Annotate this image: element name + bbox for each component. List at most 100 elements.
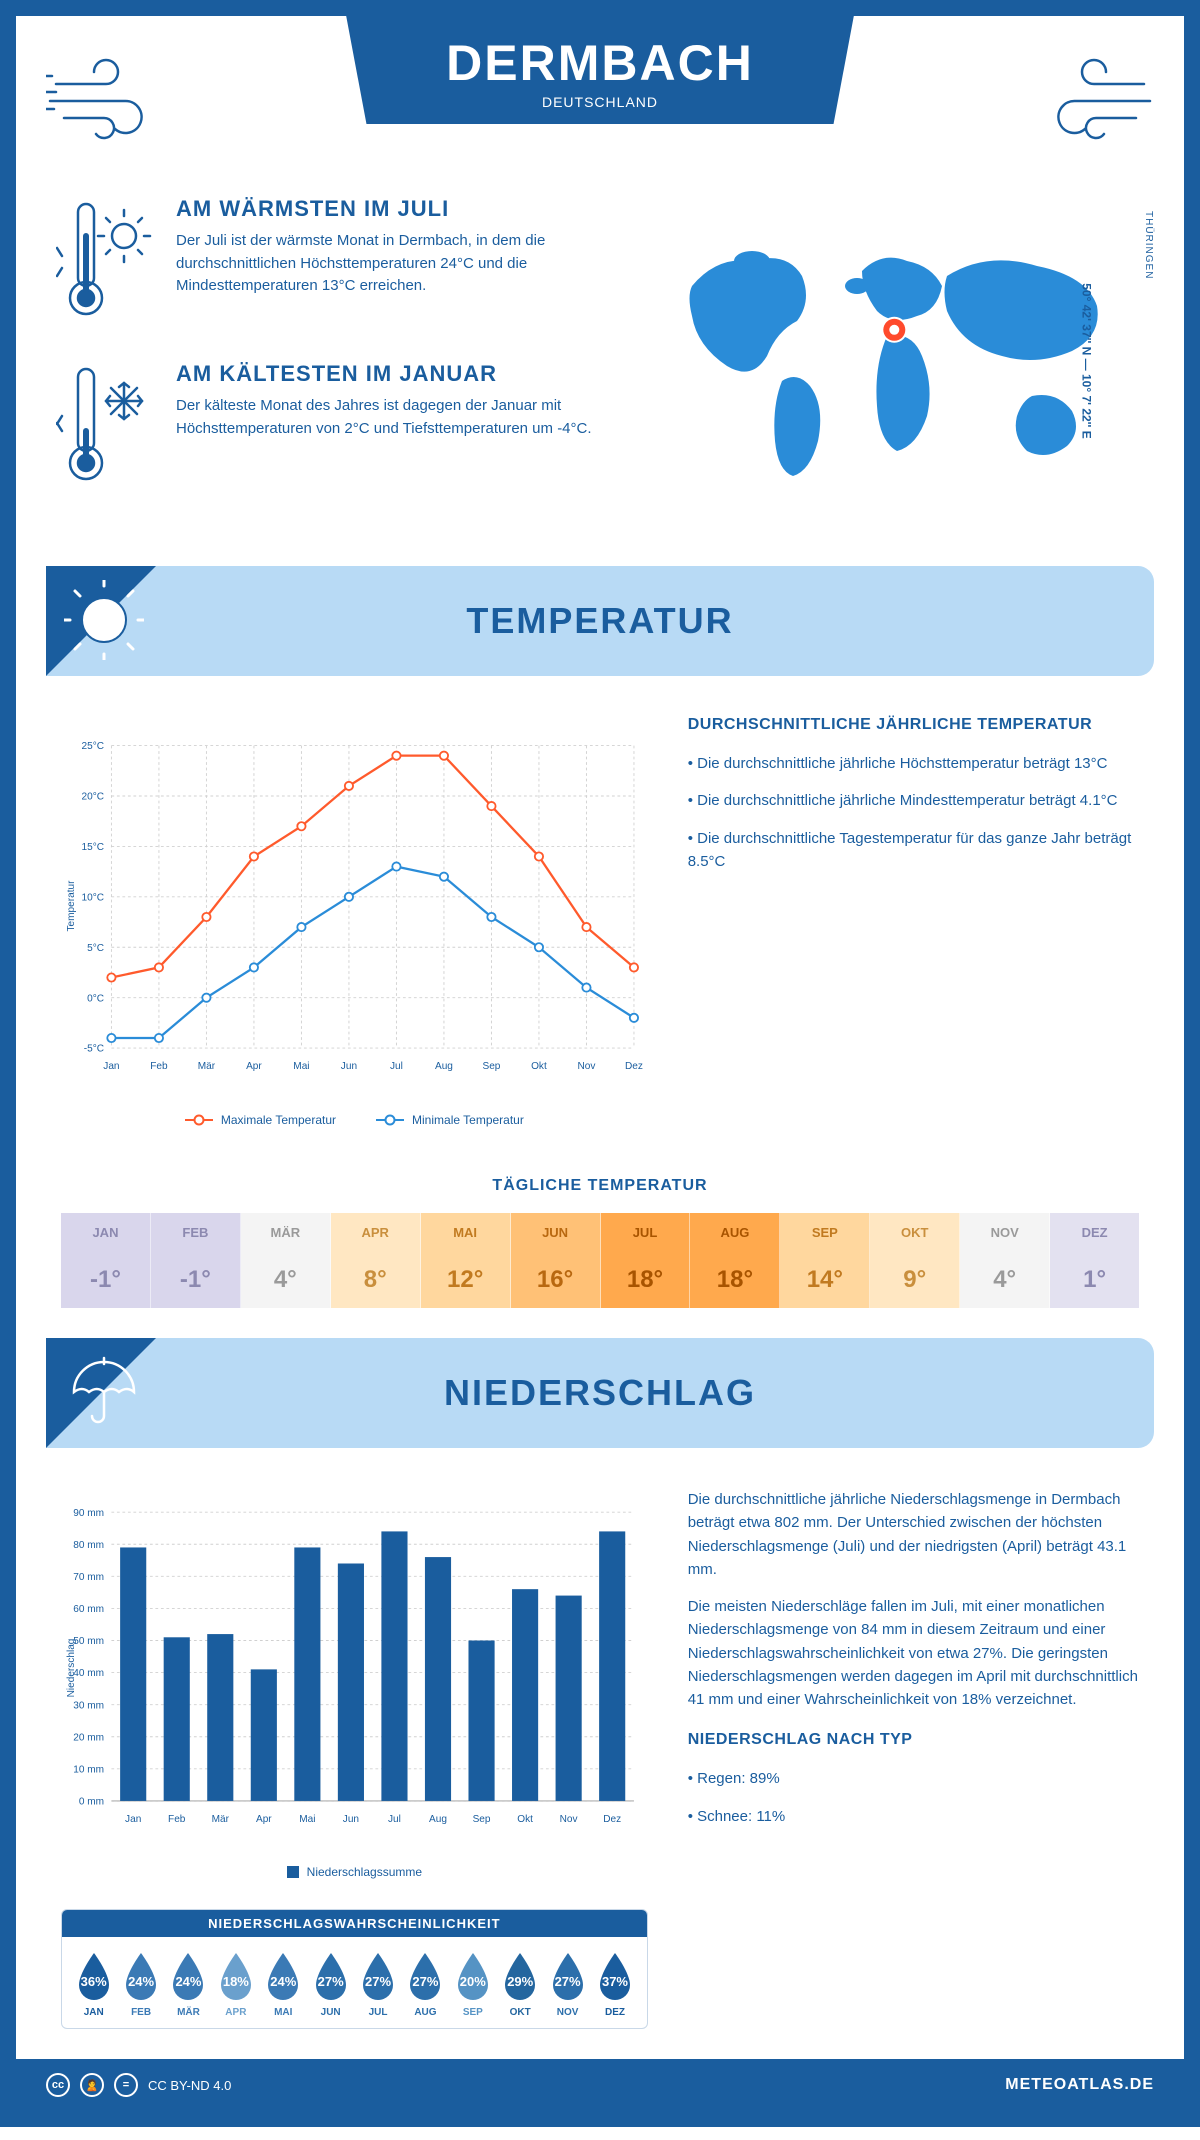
svg-text:80 mm: 80 mm	[73, 1540, 104, 1551]
header: DERMBACH DEUTSCHLAND	[16, 16, 1184, 196]
probability-value: 20%	[460, 1974, 486, 1989]
svg-text:Jul: Jul	[390, 1061, 403, 1072]
probability-value: 24%	[175, 1974, 201, 1989]
svg-text:Mär: Mär	[212, 1814, 230, 1825]
month-label: NOV	[544, 2007, 591, 2018]
probability-value: 37%	[602, 1974, 628, 1989]
month-label: JUN	[511, 1213, 600, 1252]
month-label: JAN	[61, 1213, 150, 1252]
temp-value: 4°	[960, 1252, 1049, 1308]
probability-value: 27%	[318, 1974, 344, 1989]
legend-label: Niederschlagssumme	[307, 1865, 422, 1879]
svg-text:10°C: 10°C	[82, 892, 105, 903]
wind-icon	[1024, 46, 1154, 151]
daily-cell: JUL18°	[601, 1213, 691, 1308]
temperature-summary: DURCHSCHNITTLICHE JÄHRLICHE TEMPERATUR •…	[688, 716, 1139, 1127]
month-label: FEB	[151, 1213, 240, 1252]
month-label: AUG	[690, 1213, 779, 1252]
by-icon: 🙎	[80, 2073, 104, 2097]
world-map-icon	[662, 231, 1122, 491]
license-info: cc 🙎 = CC BY-ND 4.0	[46, 2073, 231, 2097]
probability-cell: 27% JUL	[354, 1951, 401, 2018]
daily-cell: MAI12°	[421, 1213, 511, 1308]
svg-text:20 mm: 20 mm	[73, 1732, 104, 1743]
month-label: SEP	[780, 1213, 869, 1252]
temperature-chart: -5°C0°C5°C10°C15°C20°C25°CJanFebMärAprMa…	[61, 716, 648, 1127]
daily-cell: AUG18°	[690, 1213, 780, 1308]
svg-text:Nov: Nov	[577, 1061, 595, 1072]
month-label: JUL	[601, 1213, 690, 1252]
raindrop-icon: 20%	[452, 1951, 494, 2003]
svg-text:5°C: 5°C	[87, 943, 104, 954]
raindrop-icon: 27%	[404, 1951, 446, 2003]
svg-text:Dez: Dez	[603, 1814, 621, 1825]
chart-legend: Maximale Temperatur Minimale Temperatur	[61, 1113, 648, 1127]
month-label: AUG	[402, 2007, 449, 2018]
thermometer-snow-icon	[56, 361, 156, 496]
summary-paragraph: Die meisten Niederschläge fallen im Juli…	[688, 1595, 1139, 1711]
temp-value: -1°	[151, 1252, 240, 1308]
month-label: OKT	[497, 2007, 544, 2018]
svg-text:90 mm: 90 mm	[73, 1508, 104, 1519]
probability-cell: 18% APR	[212, 1951, 259, 2018]
precipitation-chart: 0 mm10 mm20 mm30 mm40 mm50 mm60 mm70 mm8…	[61, 1488, 648, 1848]
daily-cell: DEZ1°	[1050, 1213, 1139, 1308]
type-heading: NIEDERSCHLAG NACH TYP	[688, 1731, 1139, 1749]
svg-text:-5°C: -5°C	[84, 1044, 104, 1055]
svg-text:Temperatur: Temperatur	[66, 880, 77, 932]
region-label: THÜRINGEN	[1143, 211, 1154, 279]
svg-text:Sep: Sep	[473, 1814, 491, 1825]
daily-temp-grid: JAN-1°FEB-1°MÄR4°APR8°MAI12°JUN16°JUL18°…	[61, 1213, 1139, 1308]
daily-cell: APR8°	[331, 1213, 421, 1308]
country-name: DEUTSCHLAND	[446, 94, 754, 110]
raindrop-icon: 24%	[262, 1951, 304, 2003]
chart-legend: Niederschlagssumme	[61, 1865, 648, 1879]
site-name: METEOATLAS.DE	[1005, 2076, 1154, 2094]
month-label: MAI	[260, 2007, 307, 2018]
svg-text:Okt: Okt	[517, 1814, 533, 1825]
svg-text:Jun: Jun	[343, 1814, 359, 1825]
warmest-fact: AM WÄRMSTEN IM JULI Der Juli ist der wär…	[56, 196, 610, 331]
svg-text:70 mm: 70 mm	[73, 1572, 104, 1583]
probability-value: 36%	[81, 1974, 107, 1989]
raindrop-icon: 27%	[310, 1951, 352, 2003]
probability-value: 24%	[270, 1974, 296, 1989]
temp-value: 14°	[780, 1252, 869, 1308]
probability-title: NIEDERSCHLAGSWAHRSCHEINLICHKEIT	[62, 1910, 647, 1937]
svg-text:Mai: Mai	[299, 1814, 315, 1825]
summary-bullet: • Die durchschnittliche jährliche Höchst…	[688, 752, 1139, 775]
raindrop-icon: 36%	[73, 1951, 115, 2003]
svg-text:60 mm: 60 mm	[73, 1604, 104, 1615]
daily-cell: JAN-1°	[61, 1213, 151, 1308]
month-label: APR	[212, 2007, 259, 2018]
footer: cc 🙎 = CC BY-ND 4.0 METEOATLAS.DE	[16, 2059, 1184, 2111]
month-label: OKT	[870, 1213, 959, 1252]
probability-value: 29%	[507, 1974, 533, 1989]
month-label: MAI	[421, 1213, 510, 1252]
svg-text:0 mm: 0 mm	[79, 1797, 104, 1808]
daily-cell: JUN16°	[511, 1213, 601, 1308]
svg-text:Nov: Nov	[560, 1814, 578, 1825]
temperature-body: -5°C0°C5°C10°C15°C20°C25°CJanFebMärAprMa…	[16, 696, 1184, 1147]
page-frame: DERMBACH DEUTSCHLAND	[0, 0, 1200, 2127]
daily-cell: SEP14°	[780, 1213, 870, 1308]
svg-text:15°C: 15°C	[82, 842, 105, 853]
svg-text:Jan: Jan	[125, 1814, 141, 1825]
umbrella-icon	[64, 1352, 144, 1437]
fact-title: AM KÄLTESTEN IM JANUAR	[176, 361, 610, 387]
svg-text:Dez: Dez	[625, 1061, 643, 1072]
svg-text:Okt: Okt	[531, 1061, 547, 1072]
intro-section: AM WÄRMSTEN IM JULI Der Juli ist der wär…	[16, 196, 1184, 546]
wind-icon	[46, 46, 176, 151]
probability-value: 18%	[223, 1974, 249, 1989]
probability-cell: 24% MÄR	[165, 1951, 212, 2018]
temp-value: 18°	[601, 1252, 690, 1308]
city-name: DERMBACH	[446, 34, 754, 92]
probability-value: 27%	[555, 1974, 581, 1989]
legend-max: Maximale Temperatur	[221, 1113, 336, 1127]
probability-value: 24%	[128, 1974, 154, 1989]
fact-text: Der Juli ist der wärmste Monat in Dermba…	[176, 230, 610, 298]
temp-value: 8°	[331, 1252, 420, 1308]
svg-text:Feb: Feb	[150, 1061, 168, 1072]
month-label: MÄR	[165, 2007, 212, 2018]
